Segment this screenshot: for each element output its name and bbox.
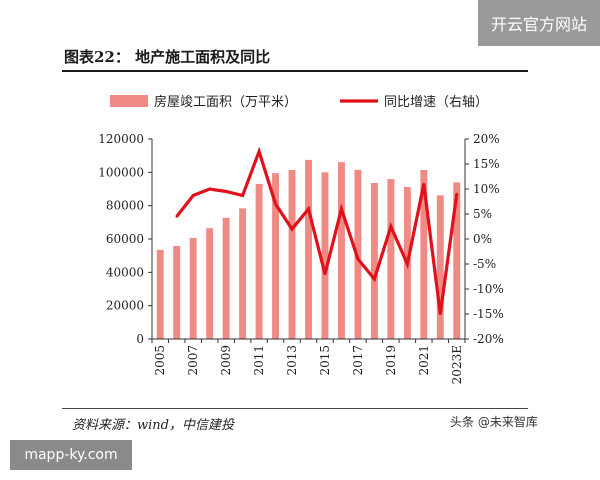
yoy-point xyxy=(257,150,261,153)
left-tick-label: 0 xyxy=(136,332,144,346)
bar xyxy=(255,184,263,339)
line-series xyxy=(175,146,459,316)
legend-line-label: 同比增速（右轴） xyxy=(384,95,488,110)
bar-series xyxy=(156,159,461,339)
x-tick-label: 2005 xyxy=(153,345,167,376)
left-tick-label: 80000 xyxy=(106,199,144,213)
left-tick-label: 60000 xyxy=(106,232,144,246)
yoy-point xyxy=(224,190,228,193)
watermark-top: 开云官方网站 xyxy=(478,0,600,46)
yoy-point xyxy=(290,227,294,231)
right-tick-label: -15% xyxy=(473,307,504,321)
x-tick-label: 2017 xyxy=(351,345,365,376)
bar xyxy=(173,246,181,339)
bar xyxy=(239,208,247,339)
yoy-point xyxy=(208,187,211,191)
bar xyxy=(420,170,428,339)
yoy-point xyxy=(389,225,393,228)
axes: 0 20000 40000 60000 80000 100000 120000 -20% -15… xyxy=(98,132,504,384)
yoy-point xyxy=(455,192,458,196)
bar xyxy=(189,238,197,339)
x-tick-label: 2007 xyxy=(186,345,200,376)
x-tick-label: 2015 xyxy=(318,345,332,376)
yoy-point xyxy=(356,257,360,261)
left-tick-label: 100000 xyxy=(98,165,144,179)
left-tick-label: 120000 xyxy=(98,132,144,146)
watermark-source: 头条 @未来智库 xyxy=(450,415,538,429)
chart: 房屋竣工面积（万平米） 同比增速（右轴） 0 20000 40000 60000 8000… xyxy=(98,94,504,384)
legend: 房屋竣工面积（万平米） 同比增速（右轴） xyxy=(110,94,488,110)
bar xyxy=(272,173,280,339)
x-tick-label: 2009 xyxy=(219,345,233,376)
yoy-point xyxy=(406,262,409,266)
bar xyxy=(222,217,230,339)
right-tick-label: 0% xyxy=(473,232,492,246)
yoy-line xyxy=(175,146,459,315)
bar xyxy=(321,172,329,339)
right-tick-label: 20% xyxy=(473,132,500,146)
yoy-point xyxy=(422,182,426,186)
bar xyxy=(337,162,345,339)
title-rule xyxy=(62,70,528,72)
bottom-rule xyxy=(62,408,528,409)
yoy-point xyxy=(439,312,442,316)
right-tick-label: 5% xyxy=(473,207,492,221)
bar xyxy=(436,195,444,339)
source-note: 资料来源：wind，中信建投 xyxy=(72,418,234,433)
figure-title: 图表22： 地产施工面积及同比 xyxy=(64,48,271,66)
x-tick-label: 2021 xyxy=(417,345,431,376)
x-tick-label: 2023E xyxy=(450,345,464,384)
left-tick-label: 20000 xyxy=(106,299,144,313)
right-tick-label: -20% xyxy=(473,332,504,346)
bar xyxy=(453,182,461,339)
yoy-point xyxy=(241,194,244,197)
right-tick-label: -5% xyxy=(473,257,496,271)
bar xyxy=(370,183,378,339)
bar xyxy=(387,179,395,339)
x-tick-label: 2013 xyxy=(285,345,299,376)
x-tick-label: 2019 xyxy=(384,345,398,376)
bar xyxy=(288,170,296,339)
yoy-point xyxy=(307,207,310,211)
left-tick-label: 40000 xyxy=(106,265,144,279)
bar xyxy=(156,249,164,339)
yoy-point xyxy=(373,277,376,281)
yoy-point xyxy=(340,207,343,211)
legend-bar-label: 房屋竣工面积（万平米） xyxy=(154,94,297,110)
legend-bar-swatch xyxy=(110,95,148,107)
yoy-point xyxy=(323,272,327,276)
yoy-point xyxy=(191,194,195,197)
bar xyxy=(305,159,312,339)
watermark-bottom: mapp-ky.com xyxy=(10,440,132,470)
bar xyxy=(206,228,214,339)
right-tick-label: 15% xyxy=(473,157,500,171)
x-tick-label: 2011 xyxy=(252,345,266,376)
right-tick-label: 10% xyxy=(473,182,500,196)
yoy-point xyxy=(274,202,277,206)
yoy-point xyxy=(175,215,178,218)
right-tick-label: -10% xyxy=(473,282,504,296)
